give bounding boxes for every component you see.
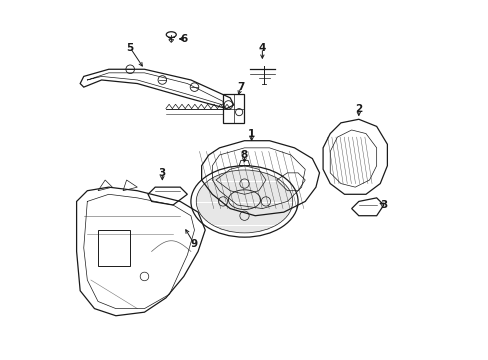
Text: 4: 4	[258, 43, 265, 53]
Text: 9: 9	[190, 239, 198, 249]
Text: 3: 3	[159, 168, 165, 178]
Text: 5: 5	[126, 43, 134, 53]
Text: 3: 3	[379, 200, 386, 210]
Text: 7: 7	[237, 82, 244, 92]
Text: 6: 6	[180, 34, 187, 44]
Text: 2: 2	[354, 104, 362, 113]
Text: 8: 8	[241, 150, 247, 160]
Text: 1: 1	[247, 129, 255, 139]
